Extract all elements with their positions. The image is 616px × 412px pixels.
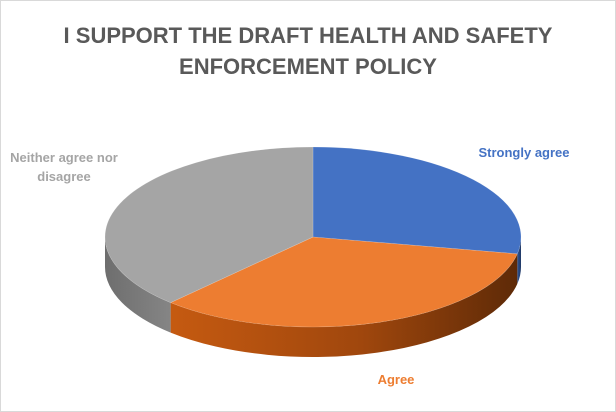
pie-slice-side-strongly-agree <box>517 237 521 284</box>
chart-title-line-2: ENFORCEMENT POLICY <box>179 54 437 79</box>
pie-slice-side-neither-agree-nor-disagree <box>105 237 171 333</box>
pie-label-neither-agree-nor-disagree: Neither agree nor disagree <box>10 150 118 184</box>
chart-title-line-1: I SUPPORT THE DRAFT HEALTH AND SAFETY <box>63 23 553 48</box>
pie-slice-strongly-agree <box>312 146 522 255</box>
pie-slice-neither-agree-nor-disagree <box>104 146 314 303</box>
pie-slice-agree <box>169 236 518 328</box>
pie-label-agree: Agree <box>378 372 415 387</box>
chart-title: I SUPPORT THE DRAFT HEALTH AND SAFETY EN… <box>0 20 616 82</box>
pie-label-strongly-agree: Strongly agree <box>478 145 569 160</box>
pie-slice-side-agree <box>170 253 518 357</box>
